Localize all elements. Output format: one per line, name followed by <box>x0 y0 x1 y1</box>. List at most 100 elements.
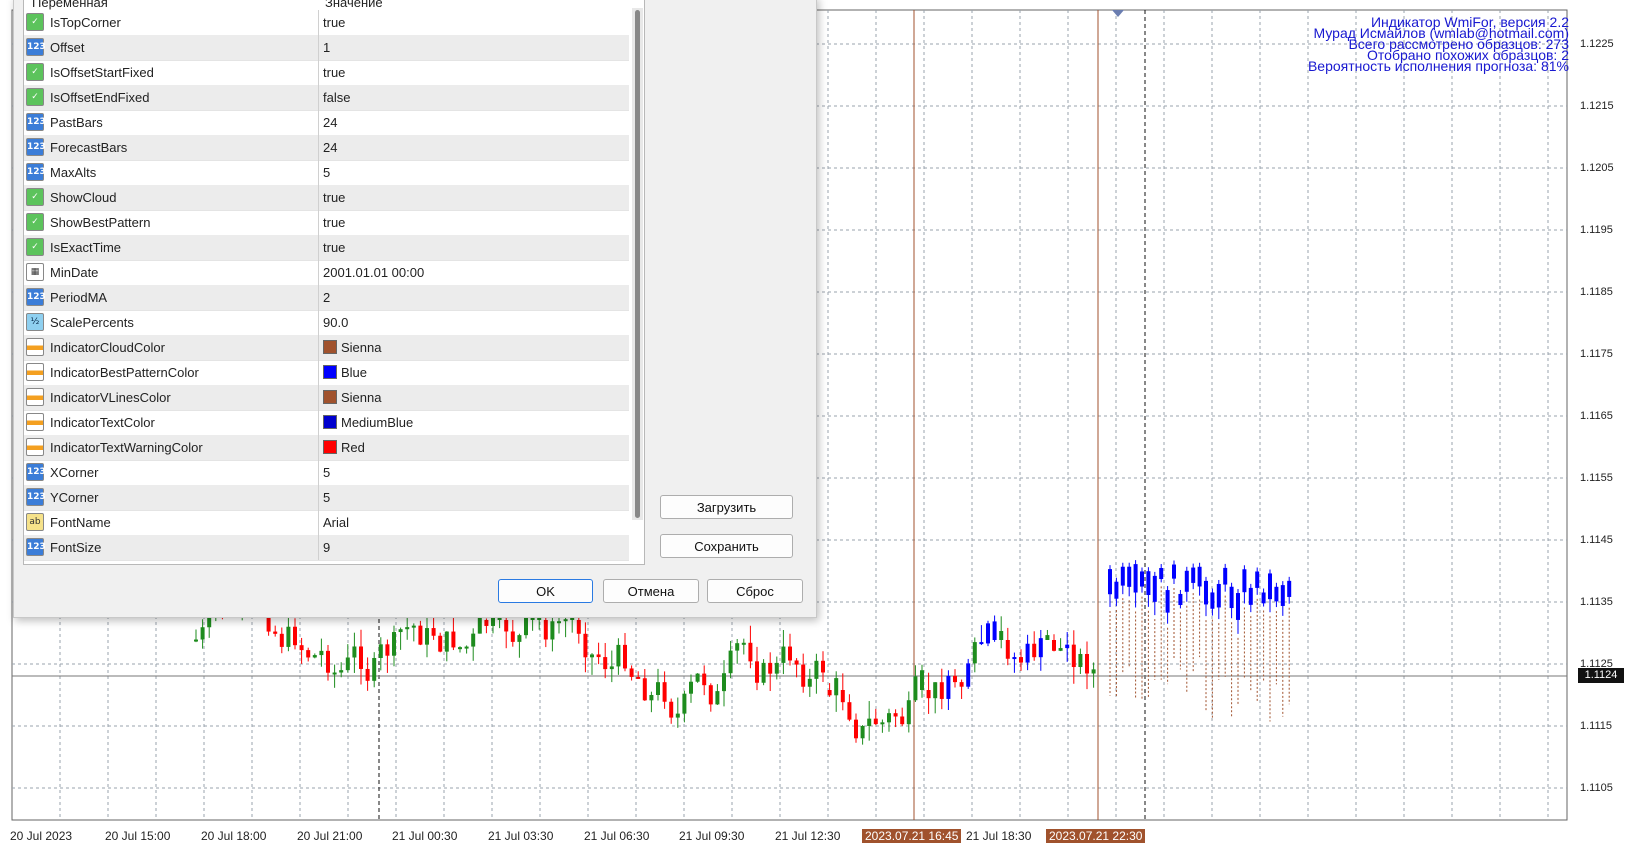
param-row[interactable]: IndicatorCloudColor Sienna <box>24 335 629 361</box>
header-value[interactable]: Значение <box>325 0 383 10</box>
candle-body <box>649 694 654 701</box>
header-variable[interactable]: Переменная <box>32 0 108 10</box>
forecast-body <box>1146 571 1151 596</box>
save-button[interactable]: Сохранить <box>660 534 793 558</box>
param-value-text: true <box>323 15 346 30</box>
param-row[interactable]: 123 MaxAlts 5 <box>24 160 629 186</box>
param-name-text: YCorner <box>50 490 99 505</box>
candle-body <box>840 690 845 703</box>
candle-body <box>1032 643 1037 658</box>
time-tick-label: 20 Jul 18:00 <box>201 829 267 843</box>
param-row[interactable]: ✓ IsOffsetStartFixed true <box>24 60 629 86</box>
param-row[interactable]: IndicatorVLinesColor Sienna <box>24 385 629 411</box>
reset-button[interactable]: Сброс <box>707 579 803 603</box>
candle-body <box>299 645 304 651</box>
param-name: IndicatorTextWarningColor <box>26 435 319 460</box>
candle-body <box>695 673 700 682</box>
candle-body <box>814 660 819 679</box>
param-value[interactable]: 9 <box>323 535 623 560</box>
param-value[interactable]: true <box>323 185 623 210</box>
param-value[interactable]: 24 <box>323 135 623 160</box>
param-row[interactable]: ab FontName Arial <box>24 510 629 536</box>
param-value[interactable]: Blue <box>323 360 623 385</box>
param-row[interactable]: ✓ ShowCloud true <box>24 185 629 211</box>
param-name-text: IndicatorTextWarningColor <box>50 440 203 455</box>
scroll-thumb[interactable] <box>635 10 640 518</box>
price-tick-label: 1.1155 <box>1580 472 1613 484</box>
param-name-text: PastBars <box>50 115 103 130</box>
param-value[interactable]: 24 <box>323 110 623 135</box>
candle-body <box>332 672 337 675</box>
param-name: ab FontName <box>26 510 319 535</box>
param-name: 123 PastBars <box>26 110 319 135</box>
param-value-text: true <box>323 215 346 230</box>
candle-body <box>451 631 456 648</box>
param-row[interactable]: IndicatorTextWarningColor Red <box>24 435 629 461</box>
param-value[interactable]: 1 <box>323 35 623 60</box>
load-button[interactable]: Загрузить <box>660 495 793 519</box>
param-value[interactable]: Red <box>323 435 623 460</box>
parameters-grid[interactable]: Переменная Значение ✓ IsTopCorner true 123 O… <box>23 0 645 565</box>
candle-body <box>946 675 951 699</box>
color-swatch <box>323 365 337 380</box>
param-row[interactable]: ½ ScalePercents 90.0 <box>24 310 629 336</box>
param-row[interactable]: 123 PeriodMA 2 <box>24 285 629 311</box>
param-value[interactable]: Sienna <box>323 335 623 360</box>
forecast-body <box>1280 585 1285 606</box>
param-value[interactable]: true <box>323 210 623 235</box>
param-row[interactable]: IndicatorTextColor MediumBlue <box>24 410 629 436</box>
param-value[interactable]: MediumBlue <box>323 410 623 435</box>
param-value[interactable]: 2001.01.01 00:00 <box>323 260 623 285</box>
candle-body <box>583 633 588 658</box>
candle-body <box>748 642 753 662</box>
candle-body <box>933 682 938 699</box>
num-type-icon: 123 <box>26 113 46 132</box>
param-value[interactable]: false <box>323 85 623 110</box>
col-type-icon <box>26 338 44 357</box>
candle-body <box>194 639 198 642</box>
candle-body <box>484 620 489 626</box>
candle-body <box>741 642 746 645</box>
param-name-text: FontName <box>50 515 111 530</box>
cancel-button[interactable]: Отмена <box>603 579 699 603</box>
candle-body <box>662 682 667 702</box>
param-row[interactable]: ✓ IsTopCorner true <box>24 10 629 36</box>
param-row[interactable]: 123 FontSize 9 <box>24 535 629 561</box>
forecast-body <box>1152 575 1157 602</box>
price-tick-label: 1.1125 <box>1580 658 1613 670</box>
candle-body <box>596 654 601 658</box>
candle-body <box>1045 635 1050 640</box>
param-value[interactable]: 5 <box>323 460 623 485</box>
col-type-icon <box>26 363 44 382</box>
param-row[interactable]: 123 ForecastBars 24 <box>24 135 629 161</box>
forecast-body <box>1184 570 1189 592</box>
price-tick-label: 1.1105 <box>1580 782 1613 794</box>
param-row[interactable]: 123 PastBars 24 <box>24 110 629 136</box>
candle-body <box>827 690 832 696</box>
candle-body <box>1038 638 1043 658</box>
param-row[interactable]: IndicatorBestPatternColor Blue <box>24 360 629 386</box>
param-value-text: 9 <box>323 540 331 555</box>
param-row[interactable]: ✓ IsOffsetEndFixed false <box>24 85 629 111</box>
candle-body <box>906 700 911 725</box>
param-row[interactable]: 123 XCorner 5 <box>24 460 629 486</box>
param-value-text: true <box>323 240 346 255</box>
param-value[interactable]: 90.0 <box>323 310 623 335</box>
param-name-text: ForecastBars <box>50 140 128 155</box>
param-value[interactable]: Arial <box>323 510 623 535</box>
param-value[interactable]: 2 <box>323 285 623 310</box>
param-row[interactable]: 123 YCorner 5 <box>24 485 629 511</box>
param-row[interactable]: ✓ ShowBestPattern true <box>24 210 629 236</box>
ok-button[interactable]: OK <box>498 579 593 603</box>
param-row[interactable]: ✓ IsExactTime true <box>24 235 629 261</box>
param-row[interactable]: 123 Offset 1 <box>24 35 629 61</box>
param-value[interactable]: true <box>323 235 623 260</box>
grid-scrollbar[interactable] <box>632 8 643 520</box>
num-type-icon: 123 <box>26 138 46 157</box>
param-value[interactable]: 5 <box>323 160 623 185</box>
param-value[interactable]: true <box>323 60 623 85</box>
param-value[interactable]: Sienna <box>323 385 623 410</box>
param-value[interactable]: 5 <box>323 485 623 510</box>
param-value[interactable]: true <box>323 10 623 35</box>
param-row[interactable]: ▦ MinDate 2001.01.01 00:00 <box>24 260 629 286</box>
